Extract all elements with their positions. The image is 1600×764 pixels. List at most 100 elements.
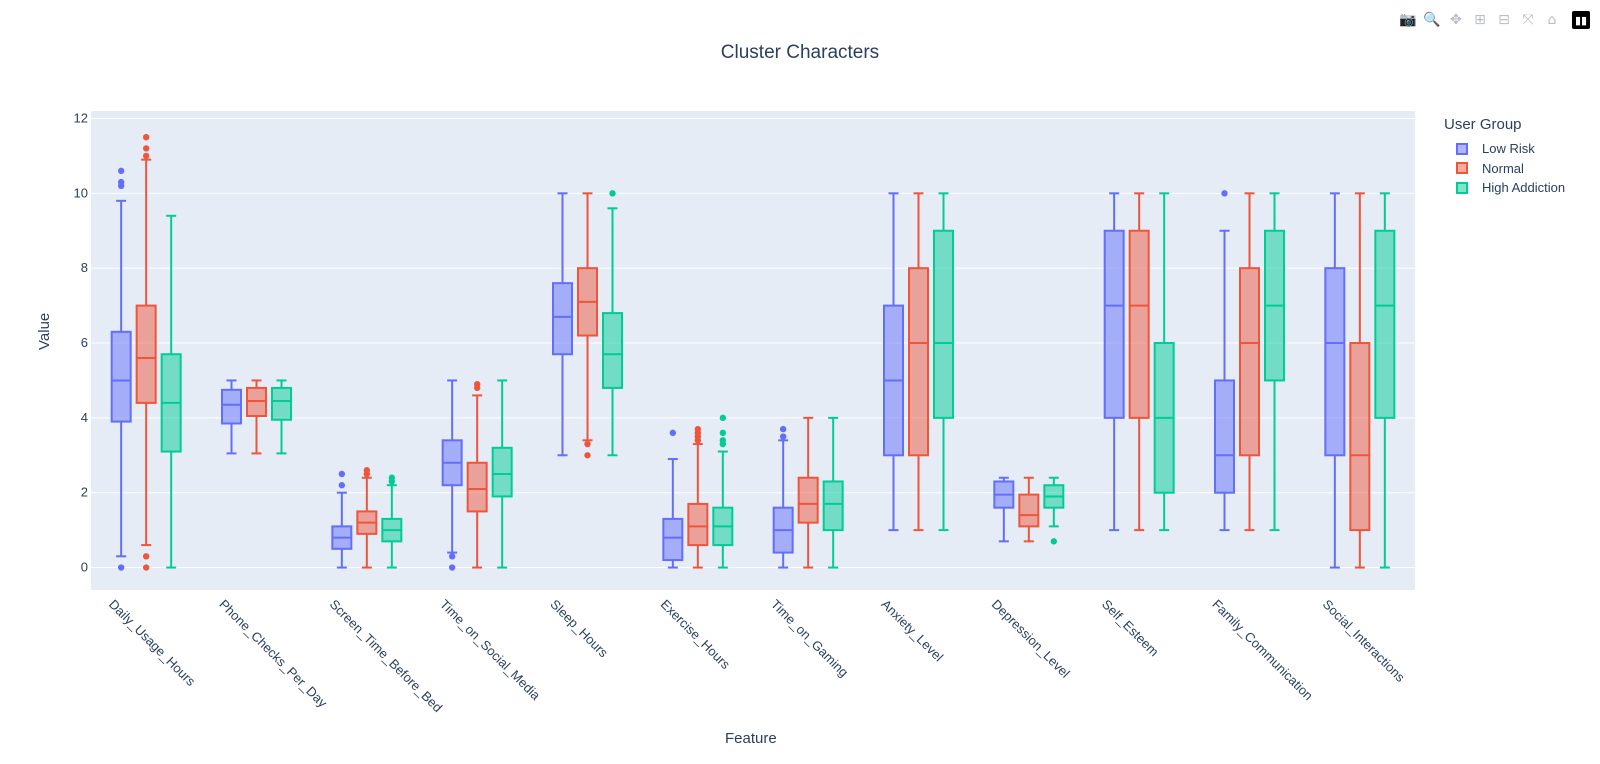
outlier-point — [448, 564, 456, 571]
legend-swatch — [1456, 162, 1468, 175]
x-tick-label: Phone_Checks_Per_Day — [216, 597, 330, 711]
legend-title: User Group — [1444, 116, 1522, 133]
box-high-addiction-sleep_hours — [602, 190, 623, 457]
autoscale-icon[interactable]: ⤧ — [1522, 12, 1534, 28]
outlier-point — [473, 380, 481, 388]
chart-title: Cluster Characters — [720, 42, 880, 63]
box-low-risk-time_on_social_media — [441, 379, 463, 571]
legend-swatch — [1456, 181, 1468, 194]
legend-label: High Addiction — [1482, 180, 1566, 196]
x-tick-label: Social_Interactions — [1320, 597, 1409, 686]
box-normal-screen_time_before_bed — [356, 467, 378, 569]
box-normal-phone_checks_per_day — [246, 379, 267, 455]
camera-icon[interactable]: 📷 — [1399, 12, 1417, 28]
zoom-out-icon[interactable]: ⊟ — [1498, 12, 1510, 28]
y-tick-label: 0 — [81, 560, 88, 575]
x-tick-label: Screen_Time_Before_Bed — [327, 597, 446, 716]
outlier-point — [779, 433, 787, 440]
y-tick-label: 12 — [74, 110, 88, 125]
x-tick-label: Time_on_Gaming — [768, 597, 851, 680]
outlier-point — [1221, 190, 1228, 197]
plot-area — [91, 111, 1415, 590]
outlier-point — [142, 145, 150, 152]
outlier-point — [338, 482, 346, 489]
box-high-addiction-depression_level — [1043, 476, 1065, 545]
iqr-box — [1214, 379, 1235, 494]
box-high-addiction-anxiety_level — [933, 192, 954, 532]
x-tick-label: Time_on_Social_Media — [437, 597, 544, 704]
x-tick-label: Exercise_Hours — [658, 597, 734, 673]
legend-label: Normal — [1482, 160, 1524, 176]
y-tick-label: 2 — [81, 485, 88, 500]
iqr-box — [687, 502, 709, 547]
box-low-risk-self_esteem — [1103, 192, 1125, 532]
iqr-box — [135, 304, 157, 404]
box-high-addiction-time_on_gaming — [822, 416, 844, 569]
outlier-point — [669, 429, 677, 437]
outlier-point — [142, 564, 150, 571]
box-normal-depression_level — [1018, 476, 1040, 543]
outlier-point — [584, 452, 591, 459]
pan-icon[interactable]: ✥ — [1450, 12, 1462, 28]
box-high-addiction-self_esteem — [1153, 192, 1175, 532]
iqr-box — [1239, 267, 1260, 457]
box-low-risk-exercise_hours — [662, 429, 684, 569]
zoom-in-icon[interactable]: ⊞ — [1474, 12, 1486, 28]
box-high-addiction-exercise_hours — [712, 414, 734, 569]
iqr-box — [221, 388, 242, 425]
outlier-point — [142, 152, 150, 160]
y-tick-label: 8 — [81, 260, 88, 275]
box-low-risk-social_interactions — [1324, 192, 1346, 569]
outlier-point — [117, 167, 125, 175]
outlier-point — [779, 425, 787, 433]
legend-label: Low Risk — [1482, 141, 1535, 157]
outlier-point — [388, 474, 396, 481]
box-low-risk-daily_usage_hours — [110, 167, 132, 571]
box-low-risk-depression_level — [993, 476, 1015, 543]
iqr-box — [1324, 267, 1346, 457]
iqr-box — [1349, 342, 1371, 532]
plotly-logo-icon[interactable]: ▮▮ — [1572, 11, 1590, 29]
iqr-box — [1374, 229, 1396, 419]
iqr-box — [908, 267, 929, 457]
outlier-point — [142, 553, 150, 560]
iqr-box — [552, 282, 573, 356]
box-high-addiction-phone_checks_per_day — [271, 379, 292, 455]
box-normal-sleep_hours — [577, 192, 598, 459]
box-normal-time_on_gaming — [797, 416, 819, 569]
iqr-box — [822, 480, 844, 532]
box-normal-anxiety_level — [908, 192, 929, 532]
legend-item-low-risk[interactable]: Low Risk — [1444, 139, 1565, 159]
x-tick-label: Family_Communication — [1209, 597, 1316, 704]
box-normal-family_communication — [1239, 192, 1260, 532]
box-normal-time_on_social_media — [466, 380, 488, 569]
iqr-box — [797, 476, 819, 524]
x-tick-label: Anxiety_Level — [878, 597, 946, 665]
outlier-point — [117, 178, 125, 186]
iqr-box — [1128, 229, 1150, 419]
box-low-risk-sleep_hours — [552, 192, 573, 457]
iqr-box — [1018, 493, 1040, 528]
outlier-point — [448, 553, 456, 560]
outlier-point — [719, 414, 727, 422]
outlier-point — [609, 190, 616, 197]
box-normal-self_esteem — [1128, 192, 1150, 532]
iqr-box — [466, 461, 488, 513]
legend-item-high-addiction[interactable]: High Addiction — [1444, 178, 1565, 198]
x-tick-label: Depression_Level — [989, 597, 1073, 681]
iqr-box — [1103, 229, 1125, 419]
legend-item-normal[interactable]: Normal — [1444, 159, 1565, 179]
box-normal-daily_usage_hours — [135, 133, 157, 571]
box-high-addiction-family_communication — [1264, 192, 1285, 532]
box-low-risk-phone_checks_per_day — [221, 379, 242, 455]
outlier-point — [1050, 538, 1058, 545]
iqr-box — [271, 386, 292, 421]
home-icon[interactable]: ⌂ — [1547, 12, 1557, 28]
legend: User Group Low Risk Normal High Addiction — [1444, 116, 1565, 198]
outlier-point — [719, 437, 727, 444]
zoom-icon[interactable]: 🔍 — [1423, 12, 1441, 28]
outlier-point — [338, 470, 346, 478]
y-tick-label: 6 — [81, 335, 88, 350]
box-high-addiction-daily_usage_hours — [160, 214, 182, 569]
outlier-point — [117, 564, 125, 571]
